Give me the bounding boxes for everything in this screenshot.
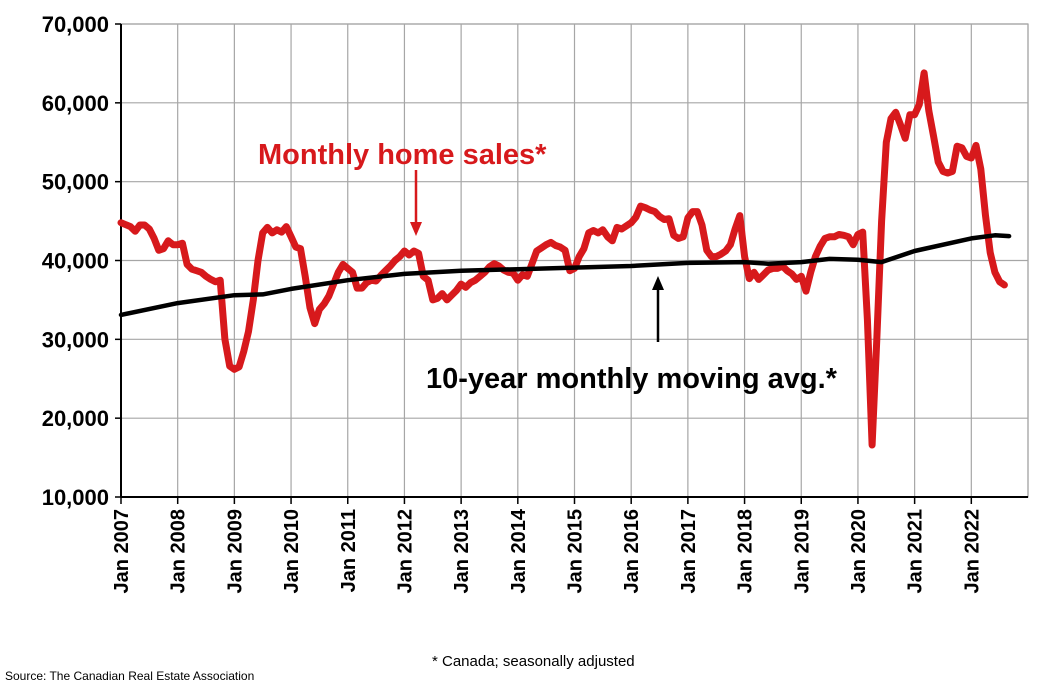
- x-tick-label: Jan 2018: [735, 509, 757, 594]
- footnote: * Canada; seasonally adjusted: [432, 653, 635, 670]
- source-note: Source: The Canadian Real Estate Associa…: [5, 669, 254, 683]
- series-lines: [117, 69, 1012, 449]
- monthly-sales-annotation: Monthly home sales*: [258, 139, 547, 171]
- axes: [115, 23, 1028, 504]
- x-tick-label: Jan 2019: [791, 509, 813, 594]
- x-tick-label: Jan 2014: [508, 508, 530, 593]
- monthly-sales-arrow: [410, 170, 422, 236]
- x-tick-label: Jan 2022: [961, 509, 983, 594]
- moving-average-line: [118, 233, 1012, 318]
- x-tick-label: Jan 2020: [848, 509, 870, 594]
- y-tick-label: 30,000: [42, 327, 109, 352]
- monthly-sales-line: [117, 69, 1008, 449]
- x-tick-label: Jan 2021: [905, 509, 927, 594]
- x-tick-label: Jan 2017: [678, 509, 700, 594]
- x-tick-label: Jan 2010: [281, 509, 303, 594]
- x-tick-label: Jan 2016: [621, 509, 643, 594]
- moving-average-annotation: 10-year monthly moving avg.*: [426, 363, 838, 395]
- x-tick-label: Jan 2011: [338, 509, 360, 592]
- x-tick-label: Jan 2007: [111, 509, 133, 594]
- x-axis-ticks: Jan 2007 Jan 2008 Jan 2009 Jan 2010 Jan 2011…: [111, 508, 983, 593]
- moving-average-arrow: [652, 276, 664, 342]
- x-tick-label: Jan 2008: [168, 509, 190, 594]
- y-tick-label: 20,000: [42, 406, 109, 431]
- y-tick-label: 10,000: [42, 485, 109, 510]
- arrow-head: [652, 276, 664, 290]
- y-tick-label: 40,000: [42, 249, 109, 274]
- x-tick-label: Jan 2009: [224, 509, 246, 594]
- y-tick-label: 70,000: [42, 12, 109, 37]
- y-tick-label: 60,000: [42, 91, 109, 116]
- y-axis-ticks: 10,000 20,000 30,000 40,000 50,000 60,000 70,0…: [42, 12, 109, 510]
- arrow-head: [410, 222, 422, 236]
- x-tick-label: Jan 2015: [565, 509, 587, 594]
- x-tick-label: Jan 2012: [394, 509, 416, 594]
- x-tick-label: Jan 2013: [451, 509, 473, 594]
- y-tick-label: 50,000: [42, 170, 109, 195]
